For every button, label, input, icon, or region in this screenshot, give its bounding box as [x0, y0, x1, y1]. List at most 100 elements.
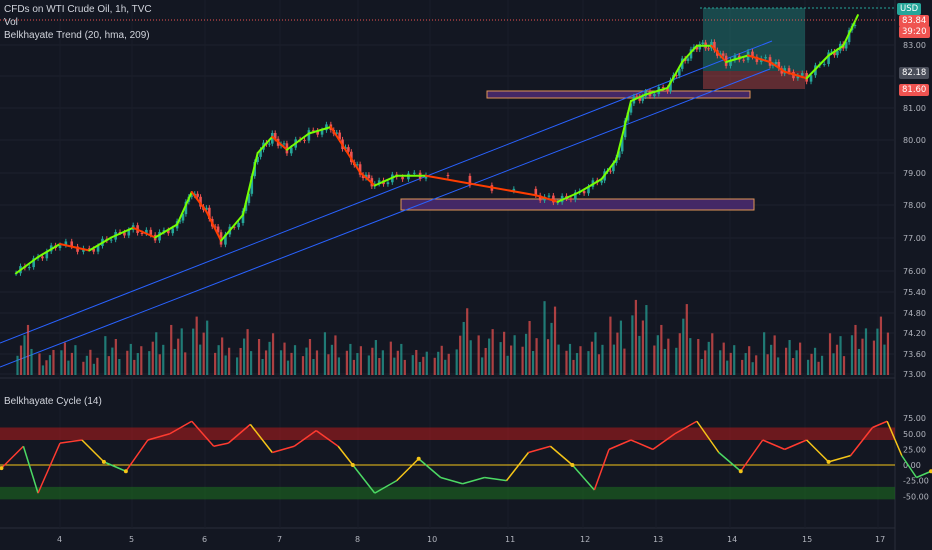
cycle-segment	[549, 445, 573, 466]
volume-bar	[214, 352, 217, 375]
volume-bar	[418, 361, 421, 375]
candle-body	[247, 193, 251, 203]
candle-body	[661, 87, 665, 89]
time-tick-label: 15	[802, 535, 812, 544]
volume-bar	[857, 348, 861, 375]
volume-bar	[488, 338, 491, 375]
volume-bar	[38, 353, 41, 375]
volume-bar	[374, 340, 377, 375]
volume-bar	[89, 349, 92, 375]
candle-body	[32, 258, 35, 268]
volume-bar	[224, 355, 227, 375]
candle-body	[70, 241, 74, 247]
candle-body	[623, 120, 627, 138]
candle-body	[58, 245, 62, 249]
volume-bar	[656, 335, 659, 375]
volume-bar	[638, 335, 641, 375]
time-tick-label: 14	[727, 535, 737, 544]
volume-bar	[349, 343, 352, 375]
candle-body	[290, 147, 293, 154]
candle-body	[367, 174, 371, 179]
volume-bar	[491, 329, 494, 375]
cycle-cross-dot	[929, 469, 932, 474]
candle-body	[707, 48, 710, 50]
cycle-segment	[484, 476, 507, 482]
vol-legend[interactable]: Vol	[4, 17, 18, 28]
symbol-legend[interactable]: CFDs on WTI Crude Oil, 1h, TVC	[4, 4, 152, 15]
cycle-segment	[169, 420, 193, 435]
currency-badge[interactable]: USD	[897, 3, 922, 15]
candle-body	[600, 180, 603, 183]
volume-bar	[832, 353, 835, 375]
volume-bar	[700, 359, 703, 375]
volume-bar	[221, 337, 224, 375]
volume-bar	[879, 316, 883, 375]
hma-trend-segment	[344, 148, 362, 174]
price-tick-label: 81.00	[903, 104, 926, 113]
candle-body	[774, 62, 778, 65]
volume-bar	[323, 332, 327, 375]
candle-body	[316, 130, 319, 135]
volume-bar	[883, 344, 886, 375]
hma-trend-segment	[783, 70, 808, 80]
candle-body	[675, 75, 678, 77]
overbought-zone	[0, 427, 895, 440]
volume-bar	[886, 332, 890, 375]
candle-body	[338, 132, 341, 140]
candle-body	[677, 68, 681, 76]
trend-legend[interactable]: Belkhayate Trend (20, hma, 209)	[4, 30, 150, 41]
cycle-segment	[806, 439, 830, 463]
hma-trend-segment	[285, 132, 310, 151]
support-box	[400, 198, 755, 211]
candle-body	[833, 51, 836, 56]
hma-trend-segment	[132, 226, 157, 239]
hma-trend-segment	[359, 171, 376, 187]
cycle-segment	[652, 433, 676, 450]
candle-body	[689, 49, 693, 59]
volume-bar	[777, 357, 780, 375]
level-a-badge: 82.18	[899, 67, 930, 79]
volume-bar	[192, 328, 195, 375]
volume-bar	[623, 348, 626, 375]
candle-body	[224, 234, 227, 245]
candle-body	[547, 195, 551, 197]
volume-bar	[835, 344, 839, 375]
volume-bar	[587, 351, 590, 375]
hma-trend-segment	[15, 256, 40, 275]
volume-bar	[579, 346, 582, 375]
cycle-segment	[272, 445, 295, 454]
volume-bar	[609, 316, 612, 375]
volume-bar	[243, 338, 246, 375]
volume-bar	[206, 320, 209, 375]
volume-bar	[697, 339, 700, 375]
cycle-legend[interactable]: Belkhayate Cycle (14)	[4, 396, 102, 407]
candle-body	[181, 214, 185, 221]
candle-body	[307, 130, 311, 141]
candle-body	[145, 229, 148, 234]
time-tick-label: 8	[355, 535, 360, 544]
time-tick-label: 5	[129, 535, 134, 544]
volume-bar	[337, 357, 341, 375]
volume-bar	[67, 360, 70, 375]
volume-bar	[729, 352, 732, 375]
cycle-segment	[315, 430, 339, 447]
volume-bar	[195, 316, 198, 375]
volume-bar	[312, 359, 315, 375]
candle-body	[612, 162, 615, 172]
candle-body	[311, 130, 315, 132]
volume-bar	[433, 357, 436, 375]
time-tick-label: 10	[427, 535, 437, 544]
volume-bar	[733, 345, 736, 375]
cycle-cross-dot	[738, 469, 743, 474]
candle-body	[282, 143, 286, 145]
cycle-segment	[374, 479, 398, 494]
candle-body	[259, 149, 262, 157]
candle-body	[149, 229, 153, 235]
candle-body	[538, 195, 542, 201]
volume-bar	[477, 335, 480, 375]
candle-body	[237, 223, 240, 228]
volume-bar	[180, 328, 183, 375]
cycle-segment	[418, 458, 442, 479]
volume-bar	[356, 353, 359, 375]
